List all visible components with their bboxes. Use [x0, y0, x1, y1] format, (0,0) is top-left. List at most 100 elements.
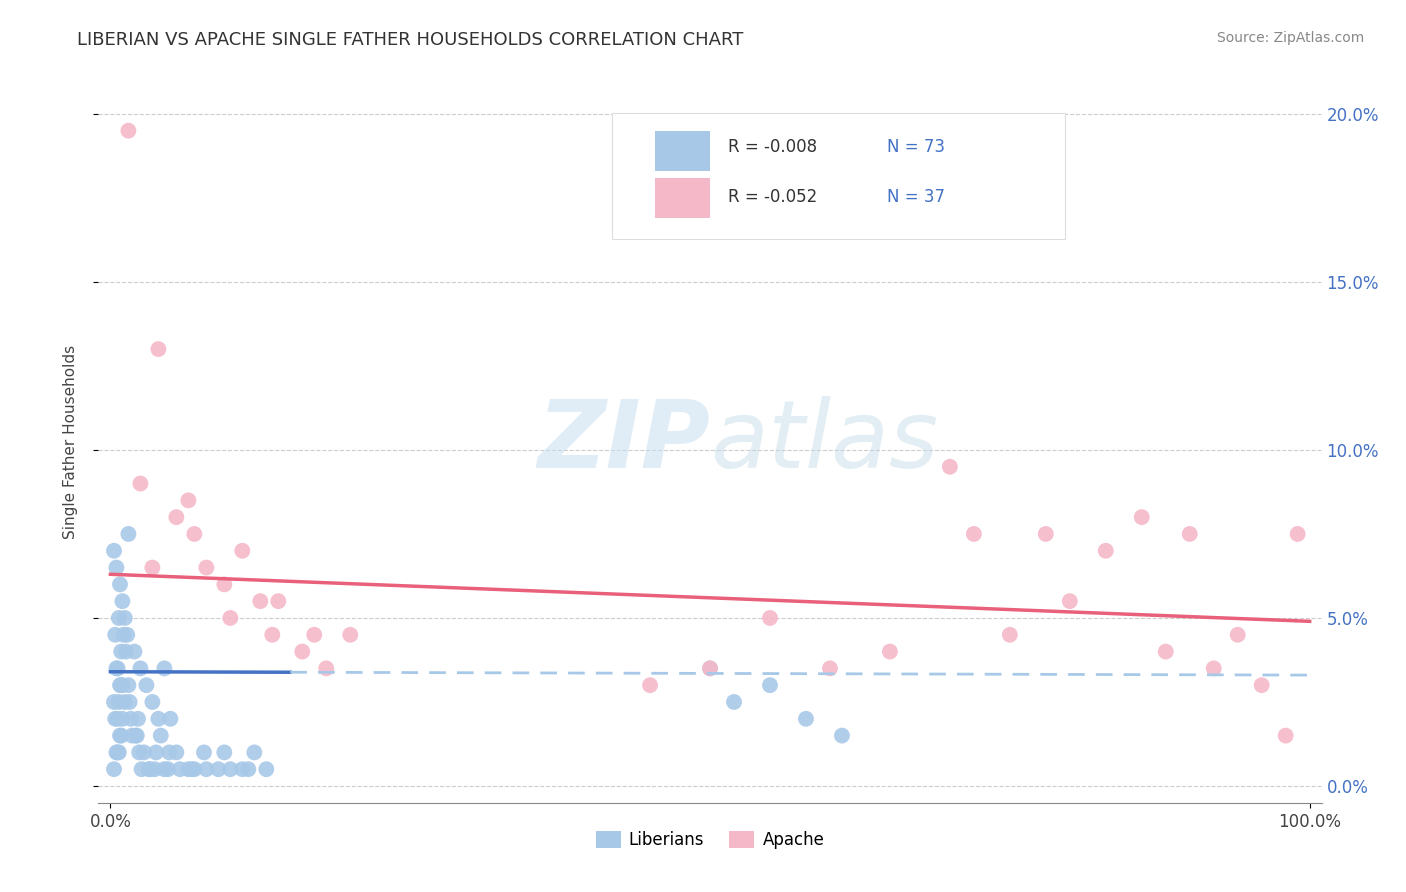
Point — [111, 678, 134, 692]
Point — [183, 527, 205, 541]
Point — [315, 661, 337, 675]
Point — [108, 745, 129, 759]
Point — [141, 695, 163, 709]
Point — [104, 628, 127, 642]
Point — [165, 510, 187, 524]
Point — [103, 695, 125, 709]
Y-axis label: Single Father Households: Single Father Households — [63, 344, 77, 539]
Point — [121, 729, 143, 743]
Point — [120, 712, 142, 726]
Text: ZIP: ZIP — [537, 395, 710, 488]
Point — [105, 560, 128, 574]
Point — [110, 729, 132, 743]
Point — [104, 712, 127, 726]
Point — [998, 628, 1021, 642]
Point — [117, 124, 139, 138]
Point — [699, 661, 721, 675]
Point — [110, 678, 132, 692]
Point — [114, 695, 136, 709]
Point — [879, 644, 901, 658]
Point — [193, 745, 215, 759]
Point — [107, 745, 129, 759]
Point — [114, 611, 136, 625]
Point — [108, 611, 129, 625]
Point — [243, 745, 266, 759]
Point — [181, 762, 204, 776]
Point — [304, 628, 326, 642]
Point — [177, 762, 200, 776]
Point — [129, 476, 152, 491]
Point — [103, 762, 125, 776]
Point — [1226, 628, 1249, 642]
Point — [1035, 527, 1057, 541]
Point — [108, 729, 131, 743]
Point — [145, 745, 167, 759]
Point — [219, 762, 242, 776]
Point — [254, 762, 277, 776]
Point — [214, 745, 236, 759]
Point — [157, 745, 180, 759]
Point — [156, 762, 179, 776]
Point — [159, 712, 181, 726]
Point — [231, 762, 253, 776]
Point — [148, 712, 170, 726]
Point — [111, 594, 134, 608]
Point — [153, 661, 176, 675]
Point — [759, 611, 782, 625]
Point — [143, 762, 166, 776]
Bar — [655, 131, 710, 170]
Text: R = -0.008: R = -0.008 — [728, 138, 817, 156]
Point — [118, 695, 141, 709]
Point — [195, 762, 218, 776]
Point — [214, 577, 236, 591]
Point — [339, 628, 361, 642]
Point — [149, 729, 172, 743]
Point — [963, 527, 986, 541]
Point — [117, 527, 139, 541]
Point — [107, 712, 129, 726]
Point — [267, 594, 290, 608]
Point — [165, 745, 187, 759]
Point — [1286, 527, 1309, 541]
Point — [759, 678, 782, 692]
Point — [141, 560, 163, 574]
Point — [231, 543, 253, 558]
Point — [103, 543, 125, 558]
Point — [117, 678, 139, 692]
Point — [831, 729, 853, 743]
Point — [939, 459, 962, 474]
Text: R = -0.052: R = -0.052 — [728, 188, 818, 206]
Point — [1130, 510, 1153, 524]
Point — [1154, 644, 1177, 658]
Point — [177, 493, 200, 508]
Point — [115, 628, 138, 642]
Point — [110, 644, 132, 658]
Point — [138, 762, 160, 776]
Text: N = 73: N = 73 — [887, 138, 945, 156]
Point — [238, 762, 260, 776]
FancyBboxPatch shape — [612, 112, 1064, 239]
Point — [105, 745, 128, 759]
Point — [132, 745, 155, 759]
Point — [818, 661, 841, 675]
Point — [1059, 594, 1081, 608]
Point — [183, 762, 205, 776]
Text: LIBERIAN VS APACHE SINGLE FATHER HOUSEHOLDS CORRELATION CHART: LIBERIAN VS APACHE SINGLE FATHER HOUSEHO… — [77, 31, 744, 49]
Point — [131, 762, 153, 776]
Point — [262, 628, 284, 642]
Point — [1094, 543, 1116, 558]
Text: atlas: atlas — [710, 396, 938, 487]
Point — [638, 678, 661, 692]
Point — [153, 762, 176, 776]
Point — [135, 678, 157, 692]
Point — [219, 611, 242, 625]
Point — [249, 594, 271, 608]
Point — [124, 729, 146, 743]
Legend: Liberians, Apache: Liberians, Apache — [589, 824, 831, 856]
Point — [115, 644, 138, 658]
Point — [112, 628, 135, 642]
Point — [107, 661, 129, 675]
Point — [1250, 678, 1272, 692]
Point — [794, 712, 817, 726]
Point — [129, 661, 152, 675]
